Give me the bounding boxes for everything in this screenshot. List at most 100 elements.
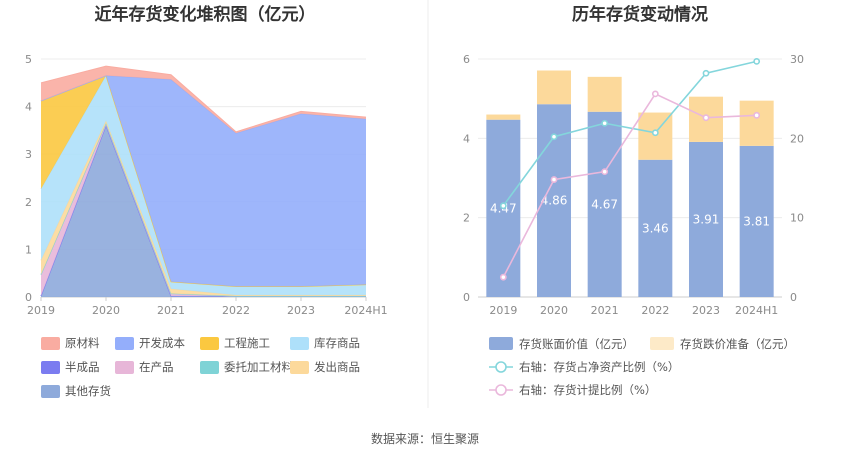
right-left-y-tick: 0 bbox=[463, 291, 470, 304]
right-x-tick: 2021 bbox=[591, 304, 619, 317]
bar-impairment bbox=[587, 76, 622, 112]
legend-label-line-2: 右轴：存货占净资产比例（%） bbox=[519, 360, 679, 374]
left-x-tick: 2022 bbox=[222, 304, 250, 317]
legend-swatch-0 bbox=[41, 385, 60, 398]
line-point-2 bbox=[651, 129, 659, 137]
legend-label-impairment: 存货跌价准备（亿元） bbox=[680, 337, 795, 351]
left-x-tick: 2021 bbox=[157, 304, 185, 317]
right-left-y-axis: 0 2 4 6 bbox=[463, 53, 470, 304]
left-x-tick: 2023 bbox=[287, 304, 315, 317]
legend-label-line-3: 右轴：存货计提比例（%） bbox=[519, 383, 656, 397]
bar-impairment bbox=[486, 114, 521, 120]
right-right-y-tick: 30 bbox=[790, 53, 804, 66]
line-point-3 bbox=[753, 111, 761, 119]
legend-swatch-7 bbox=[115, 337, 134, 350]
left-x-tick: 2024H1 bbox=[344, 304, 387, 317]
area-4 bbox=[41, 120, 366, 297]
right-chart-title: 历年存货变动情况 bbox=[572, 4, 708, 25]
right-right-y-tick: 10 bbox=[790, 212, 804, 225]
bar-impairment bbox=[739, 100, 774, 146]
area-6 bbox=[41, 75, 366, 287]
bar-book-value bbox=[689, 141, 723, 297]
line-point-2 bbox=[550, 133, 558, 141]
legend-swatch-1 bbox=[41, 361, 60, 374]
legend-swatch-5 bbox=[290, 337, 309, 350]
left-chart-title: 近年存货变化堆积图（亿元） bbox=[95, 4, 316, 25]
legend-swatch-8 bbox=[41, 337, 60, 350]
area-5 bbox=[41, 75, 366, 296]
legend-marker-2 bbox=[495, 361, 507, 373]
legend-swatch-book-value bbox=[489, 337, 513, 350]
line-point-2 bbox=[753, 57, 761, 65]
legend-label-4: 发出商品 bbox=[314, 360, 360, 374]
line-point-3 bbox=[550, 176, 558, 183]
legend-swatch-6 bbox=[200, 337, 219, 350]
left-y-axis: 0 1 2 3 4 5 bbox=[25, 53, 32, 304]
right-legend: 存货账面价值（亿元） 存货跌价准备（亿元）右轴：存货占净资产比例（%） 右轴：存货计… bbox=[489, 337, 795, 397]
legend-marker-3 bbox=[495, 384, 507, 396]
legend-swatch-3 bbox=[200, 361, 219, 374]
left-x-tick: 2020 bbox=[92, 304, 120, 317]
right-right-y-tick: 20 bbox=[790, 132, 804, 145]
legend-label-0: 其他存货 bbox=[65, 384, 111, 398]
line-point-3 bbox=[499, 273, 507, 281]
stacked-area-chart: 近年存货变化堆积图（亿元） 0 1 2 3 4 5 2019 2020 2021 2022 202… bbox=[25, 4, 388, 398]
left-x-axis: 2019 2020 2021 2022 2023 2024H1 bbox=[27, 297, 388, 317]
left-areas bbox=[40, 65, 367, 297]
area-7 bbox=[41, 75, 366, 287]
right-right-y-tick: 0 bbox=[790, 291, 797, 304]
bar-value-label: 3.81 bbox=[743, 214, 770, 228]
line-series-3 bbox=[502, 92, 757, 278]
legend-label-5: 库存商品 bbox=[314, 336, 360, 350]
bar-value-label: 3.91 bbox=[693, 212, 720, 226]
legend-label-book-value: 存货账面价值（亿元） bbox=[519, 337, 634, 351]
left-y-tick: 3 bbox=[25, 148, 32, 161]
right-x-tick: 2023 bbox=[692, 304, 720, 317]
legend-swatch-2 bbox=[115, 361, 134, 374]
line-point-2 bbox=[702, 69, 710, 77]
bar-value-label: 4.86 bbox=[541, 194, 568, 208]
left-y-tick: 5 bbox=[25, 53, 32, 66]
line-point-2 bbox=[601, 119, 609, 127]
legend-label-8: 原材料 bbox=[65, 336, 100, 350]
bar-book-value bbox=[587, 111, 622, 297]
line-point-3 bbox=[702, 114, 710, 122]
right-x-tick: 2020 bbox=[540, 304, 568, 317]
right-x-axis: 2019 2020 2021 2022 2023 2024H1 bbox=[489, 304, 778, 317]
left-y-tick: 1 bbox=[25, 243, 32, 256]
right-x-tick: 2024H1 bbox=[735, 304, 778, 317]
right-x-tick: 2019 bbox=[489, 304, 517, 317]
data-source: 数据来源：恒生聚源 bbox=[371, 431, 479, 446]
legend-label-6: 工程施工 bbox=[224, 336, 270, 350]
area-edge-8 bbox=[40, 65, 367, 133]
line-point-3 bbox=[651, 90, 659, 98]
left-y-tick: 2 bbox=[25, 196, 32, 209]
bar-value-label: 4.67 bbox=[591, 197, 618, 211]
right-left-y-tick: 6 bbox=[463, 53, 470, 66]
right-bars: 4.474.864.673.463.913.81 bbox=[486, 70, 774, 297]
right-lines bbox=[499, 57, 761, 281]
left-x-tick: 2019 bbox=[27, 304, 55, 317]
right-left-y-tick: 4 bbox=[463, 132, 470, 145]
bar-impairment bbox=[537, 70, 571, 105]
left-y-tick: 0 bbox=[25, 291, 32, 304]
line-series-2 bbox=[502, 60, 757, 207]
line-point-2 bbox=[499, 202, 507, 210]
legend-label-1: 半成品 bbox=[65, 360, 100, 374]
right-right-y-axis: 0 10 20 30 bbox=[790, 53, 804, 304]
right-grid bbox=[478, 58, 782, 298]
legend-swatch-impairment bbox=[650, 337, 674, 350]
bar-book-value bbox=[739, 145, 774, 297]
legend-label-3: 委托加工材料 bbox=[224, 360, 293, 374]
bar-value-label: 3.46 bbox=[642, 221, 669, 235]
right-x-tick: 2022 bbox=[641, 304, 669, 317]
legend-label-7: 开发成本 bbox=[139, 336, 185, 350]
left-y-tick: 4 bbox=[25, 101, 32, 114]
right-left-y-tick: 2 bbox=[463, 212, 470, 225]
line-point-3 bbox=[601, 168, 609, 176]
bar-book-value bbox=[638, 159, 673, 297]
legend-label-2: 在产品 bbox=[139, 360, 174, 374]
